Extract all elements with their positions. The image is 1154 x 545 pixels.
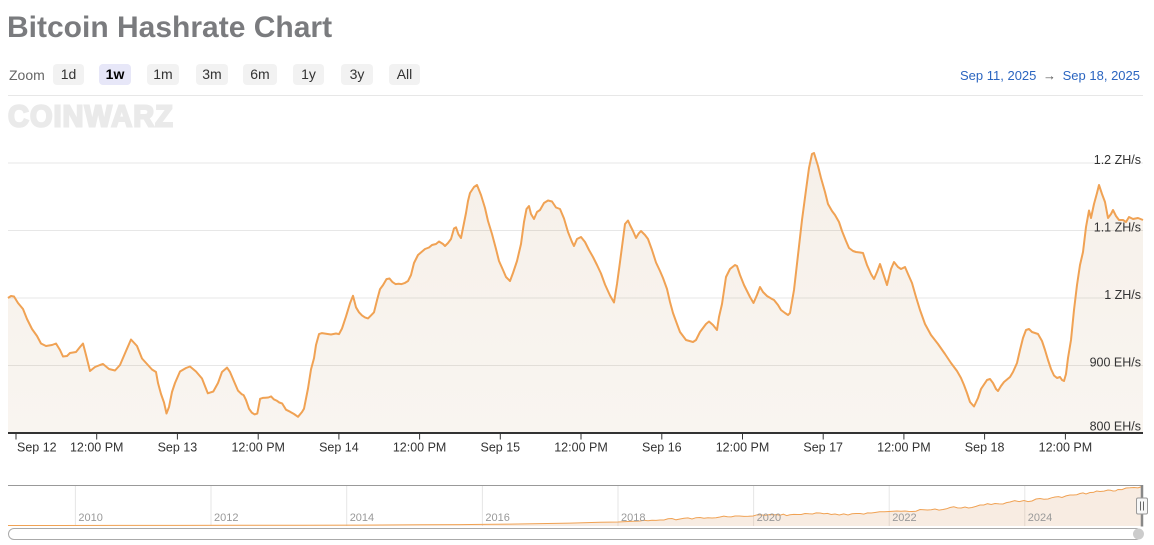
svg-text:1.1 ZH/s: 1.1 ZH/s bbox=[1094, 221, 1141, 235]
svg-text:2010: 2010 bbox=[78, 512, 102, 524]
svg-text:1.2 ZH/s: 1.2 ZH/s bbox=[1094, 153, 1141, 167]
svg-text:Sep 14: Sep 14 bbox=[319, 441, 359, 455]
svg-text:2018: 2018 bbox=[621, 512, 645, 524]
svg-text:Sep 13: Sep 13 bbox=[158, 441, 198, 455]
svg-text:12:00 PM: 12:00 PM bbox=[554, 441, 608, 455]
svg-text:12:00 PM: 12:00 PM bbox=[70, 441, 124, 455]
svg-text:12:00 PM: 12:00 PM bbox=[231, 441, 285, 455]
svg-text:2024: 2024 bbox=[1028, 512, 1052, 524]
svg-text:12:00 PM: 12:00 PM bbox=[393, 441, 447, 455]
svg-text:12:00 PM: 12:00 PM bbox=[1039, 441, 1093, 455]
svg-text:12:00 PM: 12:00 PM bbox=[716, 441, 770, 455]
svg-text:2012: 2012 bbox=[214, 512, 238, 524]
svg-text:800 EH/s: 800 EH/s bbox=[1090, 420, 1141, 434]
svg-text:Sep 15: Sep 15 bbox=[480, 441, 520, 455]
svg-text:2014: 2014 bbox=[350, 512, 374, 524]
svg-text:Sep 12: Sep 12 bbox=[17, 441, 57, 455]
svg-text:Sep 16: Sep 16 bbox=[642, 441, 682, 455]
svg-text:Sep 18: Sep 18 bbox=[965, 441, 1005, 455]
svg-text:900 EH/s: 900 EH/s bbox=[1090, 356, 1141, 370]
svg-text:2022: 2022 bbox=[892, 512, 916, 524]
svg-text:1 ZH/s: 1 ZH/s bbox=[1104, 288, 1141, 302]
svg-text:12:00 PM: 12:00 PM bbox=[877, 441, 931, 455]
svg-text:2020: 2020 bbox=[757, 512, 781, 524]
svg-text:Sep 17: Sep 17 bbox=[803, 441, 843, 455]
svg-text:2016: 2016 bbox=[485, 512, 509, 524]
